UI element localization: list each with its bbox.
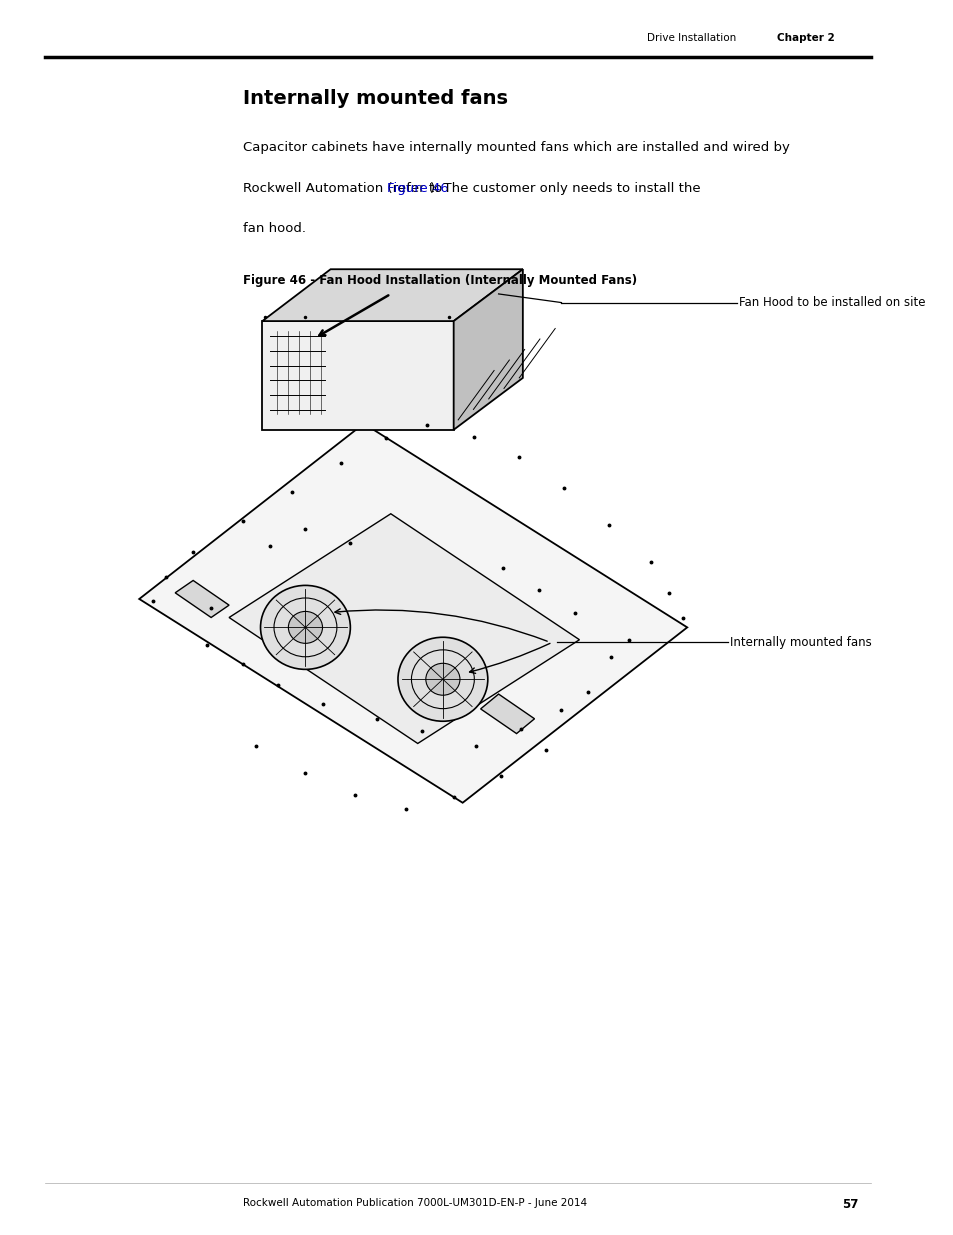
Text: 57: 57 [841, 1198, 857, 1212]
Polygon shape [139, 424, 686, 803]
Polygon shape [175, 580, 229, 618]
Text: Rockwell Automation (refer to: Rockwell Automation (refer to [242, 182, 446, 195]
Text: Capacitor cabinets have internally mounted fans which are installed and wired by: Capacitor cabinets have internally mount… [242, 141, 788, 154]
Text: Fan Hood to be installed on site: Fan Hood to be installed on site [739, 296, 924, 309]
Text: Internally mounted fans: Internally mounted fans [242, 89, 507, 107]
Polygon shape [229, 514, 578, 743]
Text: Figure 46: Figure 46 [386, 182, 448, 195]
Text: fan hood.: fan hood. [242, 222, 305, 236]
Text: ). The customer only needs to install the: ). The customer only needs to install th… [430, 182, 700, 195]
Text: Drive Installation: Drive Installation [646, 33, 736, 43]
Ellipse shape [425, 663, 459, 695]
Text: Figure 46 - Fan Hood Installation (Internally Mounted Fans): Figure 46 - Fan Hood Installation (Inter… [242, 274, 636, 288]
Ellipse shape [288, 611, 322, 643]
Polygon shape [262, 269, 522, 321]
Text: Rockwell Automation Publication 7000L-UM301D-EN-P - June 2014: Rockwell Automation Publication 7000L-UM… [242, 1198, 586, 1208]
Ellipse shape [397, 637, 487, 721]
Ellipse shape [260, 585, 350, 669]
Text: Chapter 2: Chapter 2 [777, 33, 834, 43]
Polygon shape [454, 269, 522, 430]
Text: Internally mounted fans: Internally mounted fans [730, 636, 871, 648]
Polygon shape [262, 321, 454, 430]
Polygon shape [480, 694, 534, 734]
